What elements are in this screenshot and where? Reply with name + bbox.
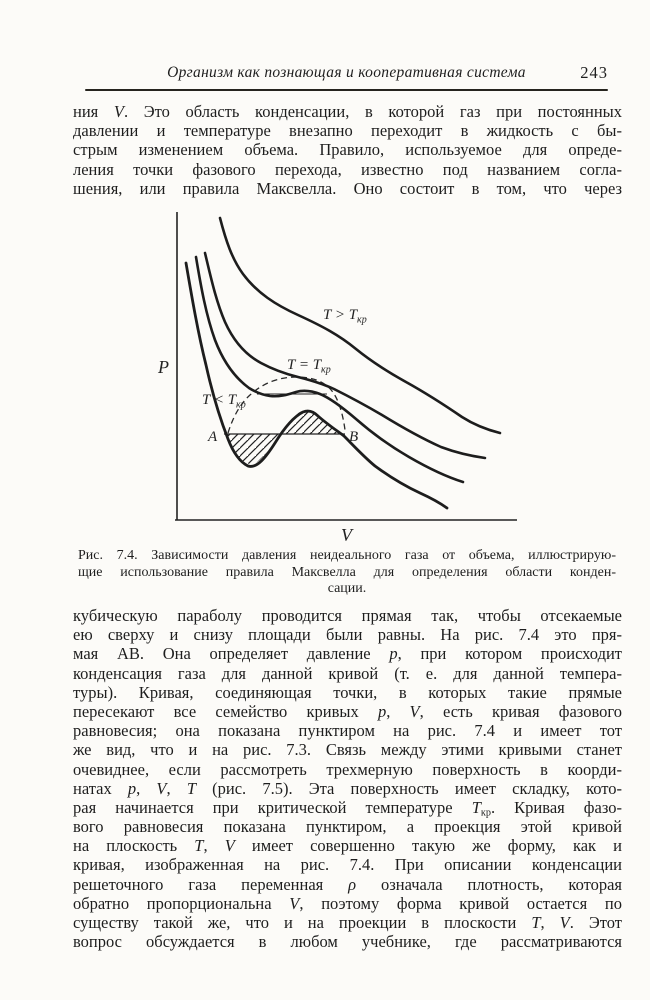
caption-line: Рис. 7.4. Зависимости давления неидеальн…: [78, 548, 616, 563]
header-rule: [85, 89, 608, 91]
paragraph-bottom: кубическую параболу проводится прямая та…: [73, 606, 622, 951]
isotherm-below-critical: [194, 255, 465, 484]
text-line: вопрос обсуждается в любом учебнике, где…: [73, 932, 622, 952]
text-line: существу такой же, что и на проекции в п…: [73, 913, 622, 932]
paragraph-top: ния V. Это область конденсации, в которо…: [73, 102, 622, 198]
text-line: давлении и температуре внезапно переходи…: [73, 121, 622, 141]
text-line: туры). Кривая, соединяющая точки, в кото…: [73, 682, 622, 702]
text-line: вого равновесия показана пунктиром, а пр…: [73, 817, 622, 837]
figure-7-4: P V T > Tкр T = Tкр T < Tкр A B: [157, 212, 517, 545]
text-line: конденсация газа для данной кривой (т. е…: [73, 663, 622, 683]
isotherm-above-critical: [218, 216, 502, 435]
text-line: рая начинается при критической температу…: [73, 797, 622, 819]
text-line: же вид, что и на рис. 7.3. Связь между э…: [73, 740, 622, 760]
label-t-critical: T = Tкр: [287, 357, 331, 376]
text-line: пересекают все семейство кривых p, V, ес…: [73, 701, 622, 721]
text-line: натах p, V, T (рис. 7.5). Эта поверхност…: [73, 778, 623, 798]
label-point-a: A: [207, 429, 218, 445]
text-line: решеточного газа переменная ρ означала п…: [73, 874, 623, 894]
text-line: ления точки фазового перехода, известно …: [73, 159, 622, 179]
p-axis-label: P: [157, 357, 169, 377]
isotherm-low-with-loop: [184, 261, 449, 510]
label-t-above-critical: T > Tкр: [323, 307, 367, 326]
page-header: Организм как познающая и кооперативная с…: [85, 63, 608, 84]
text-line: ею сверху и снизу площади были равны. На…: [73, 625, 622, 645]
isotherm-critical: [203, 251, 487, 460]
text-line: равновесия; она показана пунктиром на ри…: [73, 721, 622, 741]
hatched-area-below-line: [226, 434, 280, 465]
text-line: обратно пропорциональна V, поэтому форма…: [73, 893, 622, 913]
text-line: ния V. Это область конденсации, в которо…: [73, 102, 622, 121]
label-t-below-critical: T < Tкр: [202, 392, 246, 411]
text-line: кубическую параболу проводится прямая та…: [73, 606, 622, 625]
running-header-title: Организм как познающая и кооперативная с…: [167, 64, 526, 81]
text-line: шения, или правила Максвелла. Оно состои…: [73, 178, 622, 198]
caption-line: сации.: [327, 581, 367, 596]
text-line: стрым изменением объема. Правило, исполь…: [73, 140, 622, 160]
label-point-b: B: [349, 429, 358, 445]
caption-line: щие использование правила Максвелла для …: [78, 564, 616, 580]
text-line: очевиднее, если рассмотреть трехмерную п…: [73, 759, 622, 779]
text-line: на плоскость T, V имеет совершенно такую…: [73, 836, 622, 856]
text-line: кривая, изображенная на рис. 7.4. При оп…: [73, 855, 622, 875]
page-number: 243: [580, 63, 608, 82]
v-axis-label: V: [341, 525, 354, 545]
figure-caption: Рис. 7.4. Зависимости давления неидеальн…: [78, 548, 616, 598]
text-line: мая АВ. Она определяет давление p, при к…: [73, 644, 623, 664]
